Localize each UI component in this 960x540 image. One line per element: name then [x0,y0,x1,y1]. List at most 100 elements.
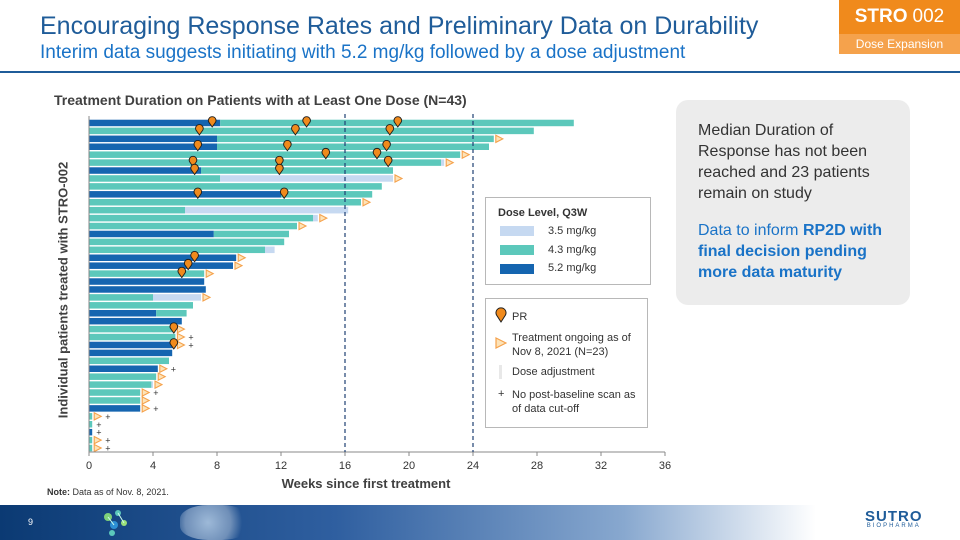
brand-name-row: STRO 002 [839,0,960,34]
bar-segment [89,428,93,436]
ongoing-marker [141,395,151,405]
no-scan-plus: + [153,404,158,414]
bar-segment [89,119,221,127]
bar-segment [441,159,445,166]
bar-segment [89,238,285,246]
ongoing-marker [93,443,103,453]
pr-marker [385,124,395,136]
page-title: Encouraging Response Rates and Prelimina… [40,12,759,40]
ongoing-marker [176,324,186,334]
x-tick-label: 8 [214,460,220,472]
bar-segment [89,286,206,293]
x-axis-label: Weeks since first treatment [281,476,451,491]
bar-segment [89,151,461,158]
bar-segment [89,349,173,357]
pr-marker-icon [495,307,507,323]
brand-number: 002 [912,6,945,27]
pr-marker [207,116,217,128]
ongoing-marker [445,158,455,168]
legend-ongoing-label: Treatment ongoing as of Nov 8, 2021 (N=2… [512,332,631,358]
bar-segment [89,159,441,166]
pr-marker [169,322,179,334]
bar-segment [89,365,158,373]
bar-segment [89,381,152,388]
pr-marker [177,266,187,279]
legend-label-3-5: 3.5 mg/kg [548,225,597,237]
x-tick-label: 32 [595,460,607,472]
rp2d-prefix: Data to inform [698,222,803,239]
bar-segment [217,143,489,151]
bar-segment [265,246,275,254]
ongoing-marker [157,372,167,382]
bar-segment [89,175,221,182]
bar-segment [151,381,153,388]
bar-segment [89,254,237,262]
bar-segment [89,214,313,222]
bar-segment [89,341,176,349]
footer-band [0,505,960,540]
legend-swatch-4-3 [500,245,534,255]
bar-segment [213,230,289,238]
ongoing-marker [362,197,372,207]
ongoing-marker [234,261,244,271]
ongoing-marker [461,150,471,160]
company-logo: SUTRO BIOPHARMA [865,508,923,529]
legend-label-4-3: 4.3 mg/kg [548,244,597,256]
bar-segment [89,135,217,143]
legend-label-5-2: 5.2 mg/kg [548,262,597,274]
pr-marker [183,258,193,271]
bar-segment [89,420,93,428]
pr-marker [283,140,292,152]
bar-segment [89,270,205,277]
x-tick-label: 20 [403,460,415,472]
bar-segment [156,309,187,317]
no-scan-plus: + [96,420,101,430]
bar-segment [89,167,201,174]
header-divider [0,71,960,73]
ongoing-marker [319,213,329,223]
footnote-text: Data as of Nov. 8, 2021. [70,487,169,497]
bar-segment [89,405,141,412]
legend-swatch-5-2 [500,264,534,274]
bar-segment [89,444,93,452]
ongoing-marker-icon [495,337,507,349]
brand-badge: STRO 002 Dose Expansion [839,0,960,54]
x-tick-label: 12 [275,460,287,472]
no-scan-plus: + [105,412,110,422]
summary-text: Median Duration of Response has not been… [698,122,870,202]
bar-segment [185,206,349,214]
bar-segment [89,436,93,444]
dose-legend-title: Dose Level, Q3W [498,207,588,219]
brand-tag: Dose Expansion [839,34,960,54]
bar-segment [89,246,265,254]
bar-segment [89,206,185,214]
no-scan-plus: + [105,444,110,454]
pr-marker [275,155,284,168]
legend-pr-label: PR [512,311,528,323]
bar-segment [89,357,169,365]
bar-segment [89,325,176,333]
bar-segment [89,333,176,341]
ongoing-marker [298,221,308,231]
ongoing-marker [205,269,215,279]
x-tick-label: 0 [86,460,92,472]
pr-marker [193,187,203,200]
pr-marker [321,147,331,160]
dose-adjustment-icon [499,365,502,379]
dose-legend: Dose Level, Q3W 3.5 mg/kg 4.3 mg/kg 5.2 … [485,197,651,285]
ongoing-marker [495,134,505,144]
logo-sub: BIOPHARMA [866,523,921,529]
bar-segment [89,389,141,396]
legend-dose-adjustment-label: Dose adjustment [512,366,595,378]
page-subtitle: Interim data suggests initiating with 5.… [40,42,686,63]
ongoing-marker [141,403,151,413]
ongoing-marker [93,435,103,445]
ongoing-marker [237,253,247,263]
footnote: Note: Data as of Nov. 8, 2021. [47,487,169,497]
bar-segment [89,373,157,380]
decorative-molecule [180,505,250,540]
bar-segment [89,183,382,190]
bar-segment [89,127,534,135]
no-scan-plus: + [188,340,193,350]
rp2d-text: Data to inform RP2D with final decision … [698,220,903,283]
